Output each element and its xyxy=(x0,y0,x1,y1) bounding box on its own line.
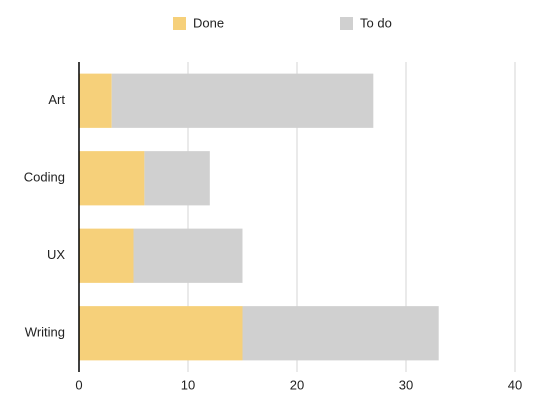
bar-segment xyxy=(79,73,112,128)
legend-label: Done xyxy=(193,15,224,30)
y-tick-label: Writing xyxy=(25,325,65,340)
bar-segment xyxy=(242,306,439,361)
x-tick-label: 20 xyxy=(290,377,304,392)
bar-segment xyxy=(133,228,243,283)
y-tick-label: Coding xyxy=(24,170,65,185)
bar-segment xyxy=(111,73,374,128)
x-tick-label: 10 xyxy=(181,377,195,392)
bar-segment xyxy=(79,151,145,206)
x-tick-label: 0 xyxy=(75,377,82,392)
legend-label: To do xyxy=(360,15,392,30)
x-tick-label: 40 xyxy=(508,377,522,392)
legend-swatch xyxy=(173,17,186,30)
y-tick-label: Art xyxy=(48,92,65,107)
x-tick-label: 30 xyxy=(399,377,413,392)
y-tick-label: UX xyxy=(47,247,65,262)
legend-swatch xyxy=(340,17,353,30)
bar-segment xyxy=(79,228,134,283)
bar-segment xyxy=(144,151,210,206)
bar-segment xyxy=(79,306,243,361)
